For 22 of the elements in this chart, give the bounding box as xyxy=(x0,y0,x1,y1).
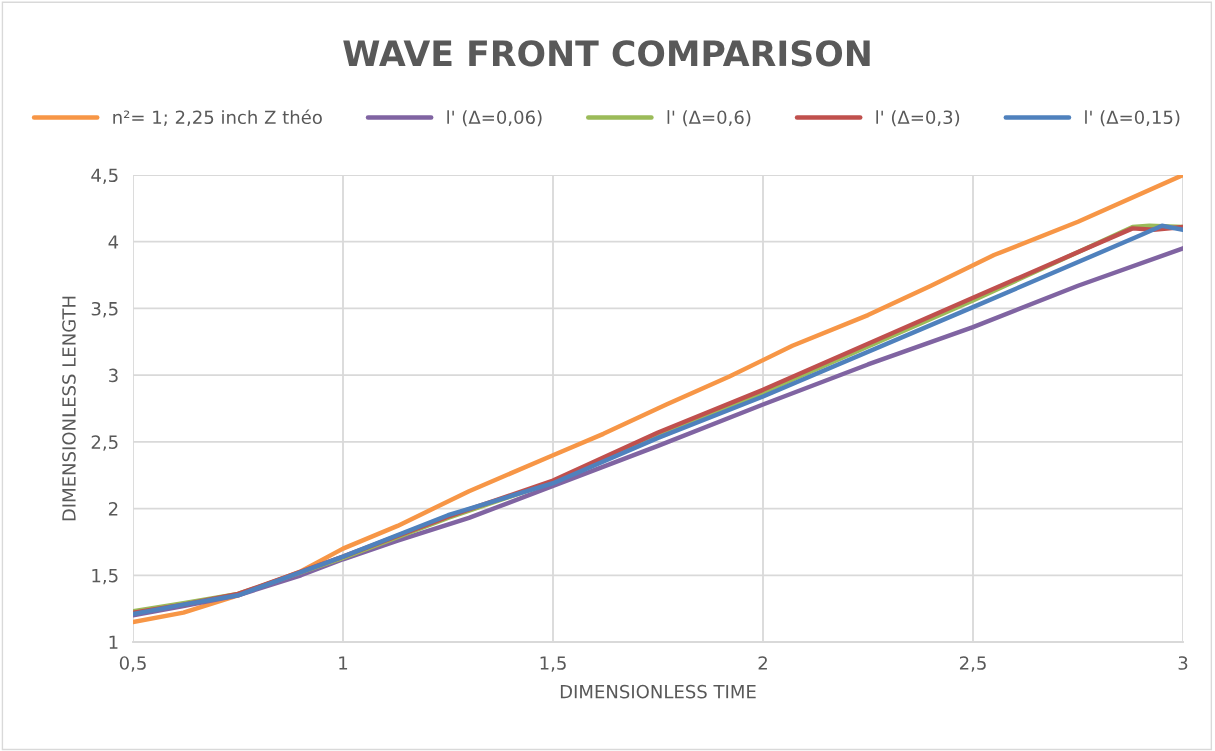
legend-label: l' (Δ=0,06) xyxy=(447,110,542,127)
legend-label: n²= 1; 2,25 inch Z théo xyxy=(113,109,322,126)
x-tick-label: 1 xyxy=(339,656,348,670)
legend-label: l' (Δ=0,6) xyxy=(667,110,751,127)
x-tick-label: 2 xyxy=(758,656,767,670)
legend-label: l' (Δ=0,3) xyxy=(876,110,960,127)
chart-title: WAVE FRONT COMPARISON xyxy=(343,40,870,67)
x-tick-label: 2,5 xyxy=(959,656,986,672)
y-axis-title: DIMENSIONLESS LENGTH xyxy=(62,296,76,521)
legend-label: l' (Δ=0,15) xyxy=(1085,110,1180,127)
x-tick-label: 1,5 xyxy=(540,656,566,672)
y-tick-label: 2,5 xyxy=(91,435,118,451)
y-tick-label: 3,5 xyxy=(91,301,118,318)
y-tick-label: 4 xyxy=(108,235,119,249)
y-tick-label: 1,5 xyxy=(92,568,118,585)
x-tick-label: 0,5 xyxy=(119,656,146,672)
y-tick-label: 1 xyxy=(109,635,118,649)
y-tick-label: 4,5 xyxy=(91,168,118,184)
y-tick-label: 2 xyxy=(108,502,118,516)
x-tick-label: 3 xyxy=(1178,656,1188,670)
x-axis-title: DIMENSIONLESS TIME xyxy=(560,684,756,699)
y-tick-label: 3 xyxy=(109,368,118,383)
